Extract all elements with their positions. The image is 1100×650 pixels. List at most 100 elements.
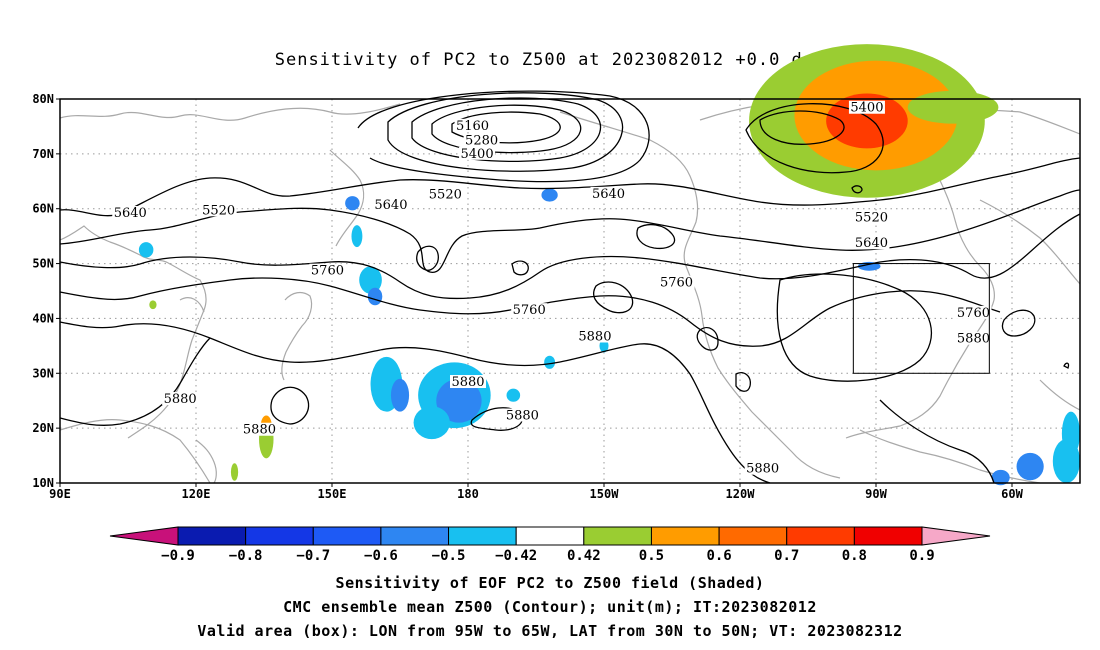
sensitivity-patch — [544, 355, 556, 369]
lon-tick-label: 150E — [318, 487, 347, 501]
contour-label: 5400 — [850, 101, 883, 116]
sensitivity-patch — [351, 225, 363, 248]
coastline-segment — [1039, 379, 1081, 411]
z500-contour-line — [270, 386, 310, 425]
coastline-segment — [59, 419, 211, 484]
map-frame — [59, 98, 1081, 484]
z500-contour-line — [745, 103, 884, 174]
contour-label-bg — [590, 186, 627, 200]
z500-contour-line — [357, 90, 650, 183]
coastline-segment — [859, 429, 1041, 484]
contour-label: 5160 — [456, 119, 489, 134]
sensitivity-patch — [367, 287, 383, 306]
z500-contour-line — [759, 110, 845, 145]
z500-contour-line — [59, 157, 1081, 217]
contour-label: 5280 — [465, 134, 498, 149]
contour-label-bg — [459, 146, 496, 160]
sensitivity-patch — [599, 339, 609, 353]
contour-label: 5880 — [164, 392, 197, 407]
z500-contour-line — [735, 372, 751, 392]
colorbar-label: −0.6 — [364, 548, 398, 564]
z500-contour-line — [879, 399, 995, 484]
sensitivity-patch — [390, 378, 410, 412]
contour-label-bg — [576, 329, 613, 343]
colorbar-segment — [312, 526, 382, 546]
colorbar-label: 0.8 — [842, 548, 867, 564]
contour-label-bg — [853, 236, 890, 250]
sensitivity-patch — [1016, 452, 1044, 481]
contour-label: 5640 — [114, 206, 147, 221]
contour-label-bg — [309, 263, 346, 277]
z500-contour-line — [59, 337, 211, 426]
contour-label-bg — [200, 203, 237, 217]
colorbar-label: 0.6 — [706, 548, 731, 564]
z500-contours — [59, 90, 1081, 484]
colorbar-segment — [177, 526, 247, 546]
colorbar-label: 0.42 — [567, 548, 601, 564]
contour-label-bg — [955, 331, 992, 345]
contour-label-bg — [853, 210, 890, 224]
lat-tick-label: 40N — [32, 311, 54, 325]
sensitivity-patch — [149, 300, 157, 310]
coastline-segment — [329, 149, 365, 247]
colorbar-segment — [718, 526, 788, 546]
contour-label-bg — [658, 275, 695, 289]
lat-tick-label: 70N — [32, 147, 54, 161]
contour-label-bg — [463, 133, 500, 147]
lon-tick-label: 90E — [49, 487, 71, 501]
sensitivity-patch — [857, 261, 881, 271]
contour-label: 5640 — [855, 236, 888, 251]
caption-shaded: Sensitivity of EOF PC2 to Z500 field (Sh… — [335, 574, 765, 592]
caption-valid-area: Valid area (box): LON from 95W to 65W, L… — [197, 622, 903, 640]
contour-label-bg — [112, 206, 149, 220]
contour-label-bg — [162, 392, 199, 406]
contour-label: 5880 — [506, 408, 539, 423]
colorbar-segment — [786, 526, 855, 546]
contour-label-bg — [955, 305, 992, 319]
valid-area-box — [852, 263, 990, 374]
contour-label: 5880 — [451, 375, 484, 390]
colorbar-label: −0.5 — [432, 548, 466, 564]
sensitivity-patch — [138, 242, 154, 258]
sensitivity-patch — [991, 469, 1010, 486]
z500-contour-line — [851, 185, 863, 194]
contour-label-bg — [504, 408, 541, 422]
map-title: Sensitivity of PC2 to Z500 at 2023082012… — [274, 50, 826, 70]
z500-contour-line — [1001, 309, 1036, 337]
lon-tick-label: 120W — [726, 487, 756, 501]
contour-label-bg — [744, 461, 781, 475]
contour-label: 5400 — [461, 147, 494, 162]
z500-contour-line — [636, 223, 676, 250]
z500-contour-line — [470, 407, 523, 431]
contour-label: 5520 — [429, 187, 462, 202]
colorbar-segment — [650, 526, 720, 546]
lat-tick-label: 30N — [32, 366, 54, 380]
sensitivity-patch — [345, 196, 360, 211]
colorbar-segment — [245, 526, 314, 546]
colorbar: −0.9 −0.8 −0.7 −0.6 −0.5 −0.42 0.42 0.5 0.6 0.7 0.… — [109, 526, 991, 564]
colorbar-end-low — [109, 526, 179, 546]
longitude-tick-labels: 90E 120E 150E 180 150W 120W 90W 60W — [49, 483, 1024, 501]
contour-label-bg — [450, 375, 486, 389]
contour-label-bg — [372, 197, 409, 211]
coastline-segment — [979, 199, 1081, 285]
lat-tick-label: 20N — [32, 421, 54, 435]
sensitivity-patch — [436, 378, 482, 423]
sensitivity-patch — [359, 266, 382, 294]
colorbar-segment — [853, 526, 923, 546]
contour-label-bg — [241, 422, 278, 436]
coastline-segment — [195, 439, 217, 484]
colorbar-label: 0.7 — [774, 548, 799, 564]
z500-contour-line — [59, 321, 771, 484]
z500-contour-line — [411, 97, 602, 163]
coastline-segment — [59, 103, 401, 121]
contour-label: 5520 — [202, 203, 235, 218]
coastline-segment — [281, 291, 313, 381]
contour-label: 5760 — [660, 276, 693, 291]
sensitivity-patch — [413, 406, 450, 440]
contour-label: 5640 — [592, 187, 625, 202]
sensitivity-patch — [541, 188, 558, 202]
colorbar-label: −0.9 — [161, 548, 195, 564]
